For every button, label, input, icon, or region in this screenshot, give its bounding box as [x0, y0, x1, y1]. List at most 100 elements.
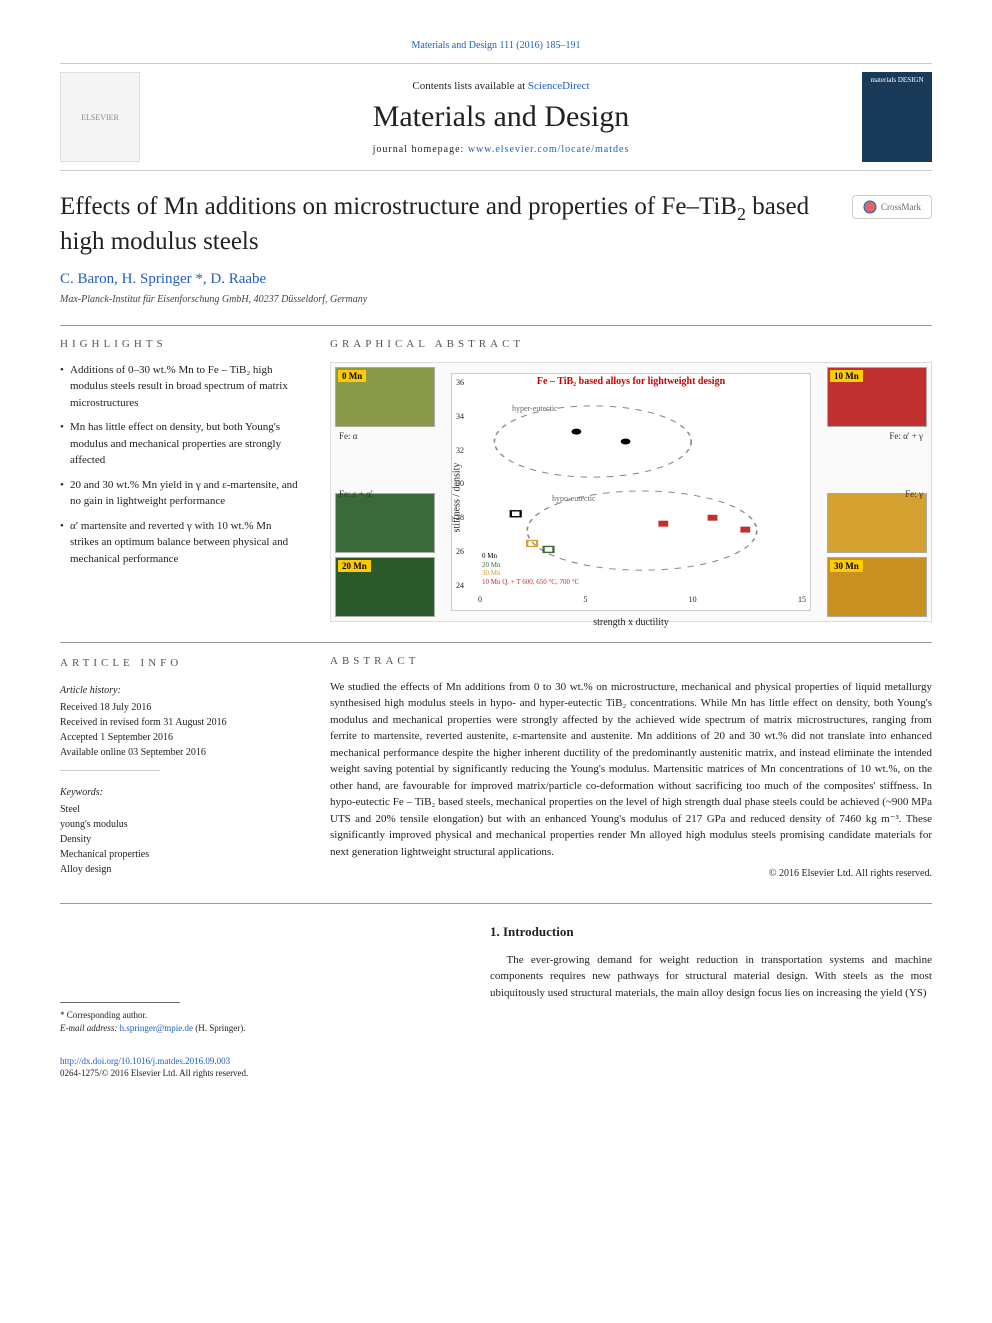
section-divider	[60, 903, 932, 904]
history-line: Received 18 July 2016	[60, 700, 300, 715]
history-line: Accepted 1 September 2016	[60, 730, 300, 745]
elsevier-logo: ELSEVIER	[60, 72, 140, 162]
homepage-link[interactable]: www.elsevier.com/locate/matdes	[468, 144, 630, 155]
history-line: Received in revised form 31 August 2016	[60, 715, 300, 730]
contents-available-line: Contents lists available at ScienceDirec…	[140, 80, 862, 92]
article-info-head: ARTICLE INFO	[60, 655, 300, 672]
homepage-line: journal homepage: www.elsevier.com/locat…	[140, 144, 862, 155]
ga-legend-item: 10 Mn Q. + T 600, 650 °C, 700 °C	[482, 578, 579, 586]
highlights-list: Additions of 0–30 wt.% Mn to Fe – TiB₂ h…	[60, 362, 300, 568]
highlights-column: HIGHLIGHTS Additions of 0–30 wt.% Mn to …	[60, 338, 300, 622]
journal-cover-text: materials DESIGN	[870, 76, 923, 84]
crossmark-icon	[863, 200, 877, 214]
history-line: Available online 03 September 2016	[60, 745, 300, 760]
ga-ytick: 32	[456, 446, 478, 455]
ga-yticks: 24 26 28 30 32 34 36	[456, 378, 478, 590]
intro-paragraph: The ever-growing demand for weight reduc…	[490, 952, 932, 1002]
intro-right-column: 1. Introduction The ever-growing demand …	[490, 922, 932, 1079]
keyword-item: Alloy design	[60, 862, 300, 877]
ga-legend: 0 Mn 20 Mn 30 Mn 10 Mn Q. + T 600, 650 °…	[482, 552, 579, 586]
footnote-marker: * Corresponding author.	[60, 1009, 460, 1022]
article-info-column: ARTICLE INFO Article history: Received 1…	[60, 655, 300, 880]
keyword-item: young's modulus	[60, 817, 300, 832]
keywords-head: Keywords:	[60, 785, 300, 800]
intro-head: 1. Introduction	[490, 922, 932, 942]
ga-chart: Fe – TiB₂ based alloys for lightweight d…	[451, 373, 811, 611]
ga-legend-item: 20 Mn	[482, 561, 579, 569]
graphical-abstract-column: GRAPHICAL ABSTRACT 0 Mn Fe: α 10 Mn Fe: …	[330, 338, 932, 622]
ga-ytick: 26	[456, 547, 478, 556]
ga-caption-10mn: Fe: α' + γ	[889, 431, 923, 441]
ga-ytick: 24	[456, 581, 478, 590]
corresponding-author-footnote: * Corresponding author. E-mail address: …	[60, 1009, 460, 1034]
ga-xtick: 5	[583, 595, 587, 604]
ga-thumb-label: 20 Mn	[338, 560, 371, 572]
authors-text[interactable]: C. Baron, H. Springer *, D. Raabe	[60, 271, 266, 287]
ga-thumb-20mn-b: 20 Mn	[335, 557, 435, 617]
author-list: C. Baron, H. Springer *, D. Raabe	[60, 271, 932, 288]
affiliation: Max-Planck-Institut für Eisenforschung G…	[60, 294, 932, 305]
ga-thumb-0mn: 0 Mn	[335, 367, 435, 427]
ga-thumb-10mn: 10 Mn	[827, 367, 927, 427]
footnote-email-suffix: (H. Springer).	[193, 1023, 246, 1033]
doi-link[interactable]: http://dx.doi.org/10.1016/j.matdes.2016.…	[60, 1056, 230, 1066]
highlight-item: Additions of 0–30 wt.% Mn to Fe – TiB₂ h…	[60, 362, 300, 412]
ga-ytick: 28	[456, 513, 478, 522]
contents-prefix: Contents lists available at	[412, 80, 527, 92]
doi-block: http://dx.doi.org/10.1016/j.matdes.2016.…	[60, 1055, 460, 1080]
graphical-abstract-figure: 0 Mn Fe: α 10 Mn Fe: α' + γ Fe: ε + α' 2…	[330, 362, 932, 622]
ga-xtick: 10	[689, 595, 697, 604]
keyword-item: Steel	[60, 802, 300, 817]
highlight-item: 20 and 30 wt.% Mn yield in γ and ε-marte…	[60, 477, 300, 510]
footnote-separator	[60, 1002, 180, 1003]
footnote-email-link[interactable]: h.springer@mpie.de	[120, 1023, 193, 1033]
ga-ytick: 34	[456, 412, 478, 421]
ga-chart-title: Fe – TiB₂ based alloys for lightweight d…	[537, 376, 725, 387]
ga-caption-20mn-a: Fe: ε + α'	[339, 489, 372, 499]
title-line1: Effects of Mn additions on microstructur…	[60, 193, 737, 220]
abstract-column: ABSTRACT We studied the effects of Mn ad…	[330, 655, 932, 880]
crossmark-text: CrossMark	[881, 202, 921, 212]
keyword-item: Density	[60, 832, 300, 847]
ga-ytick: 30	[456, 479, 478, 488]
keyword-item: Mechanical properties	[60, 847, 300, 862]
article-title: Effects of Mn additions on microstructur…	[60, 191, 832, 259]
abstract-text: We studied the effects of Mn additions f…	[330, 679, 932, 861]
ga-legend-item: 30 Mn	[482, 569, 579, 577]
ga-xtick: 0	[478, 595, 482, 604]
graphical-abstract-head: GRAPHICAL ABSTRACT	[330, 338, 932, 350]
ga-xticks: 0 5 10 15	[478, 595, 806, 604]
ga-caption-0mn: Fe: α	[339, 431, 357, 441]
journal-name: Materials and Design	[140, 100, 862, 134]
ga-thumb-20mn-a	[335, 493, 435, 553]
ga-xtick: 15	[798, 595, 806, 604]
ga-thumb-30mn-a	[827, 493, 927, 553]
highlight-item: α′ martensite and reverted γ with 10 wt.…	[60, 518, 300, 568]
crossmark-badge[interactable]: CrossMark	[852, 195, 932, 219]
ga-caption-30mn-a: Fe: γ	[905, 489, 923, 499]
citation-link[interactable]: Materials and Design 111 (2016) 185–191	[412, 40, 581, 51]
ga-thumb-label: 10 Mn	[830, 370, 863, 382]
journal-cover-thumb: materials DESIGN	[862, 72, 932, 162]
ga-annot-hyper: hyper-eutectic	[512, 404, 558, 413]
journal-center: Contents lists available at ScienceDirec…	[140, 80, 862, 155]
journal-header-block: ELSEVIER Contents lists available at Sci…	[60, 63, 932, 171]
ga-annot-hypo: hypo-eutectic	[552, 494, 596, 503]
elsevier-logo-text: ELSEVIER	[81, 113, 119, 122]
ga-legend-item: 0 Mn	[482, 552, 579, 560]
ga-chart-xlabel: strength x ductility	[593, 617, 669, 628]
ga-thumb-label: 0 Mn	[338, 370, 366, 382]
article-history-head: Article history:	[60, 683, 300, 698]
abstract-head: ABSTRACT	[330, 655, 932, 667]
citation-header: Materials and Design 111 (2016) 185–191	[60, 40, 932, 51]
intro-left-column: * Corresponding author. E-mail address: …	[60, 922, 460, 1079]
issn-line: 0264-1275/© 2016 Elsevier Ltd. All right…	[60, 1068, 248, 1078]
title-sub: 2	[737, 204, 746, 224]
sciencedirect-link[interactable]: ScienceDirect	[528, 80, 590, 92]
highlight-item: Mn has little effect on density, but bot…	[60, 419, 300, 469]
homepage-prefix: journal homepage:	[373, 144, 468, 155]
footnote-email-label: E-mail address:	[60, 1023, 120, 1033]
highlights-head: HIGHLIGHTS	[60, 338, 300, 350]
abstract-copyright: © 2016 Elsevier Ltd. All rights reserved…	[330, 868, 932, 879]
ga-thumb-30mn-b: 30 Mn	[827, 557, 927, 617]
